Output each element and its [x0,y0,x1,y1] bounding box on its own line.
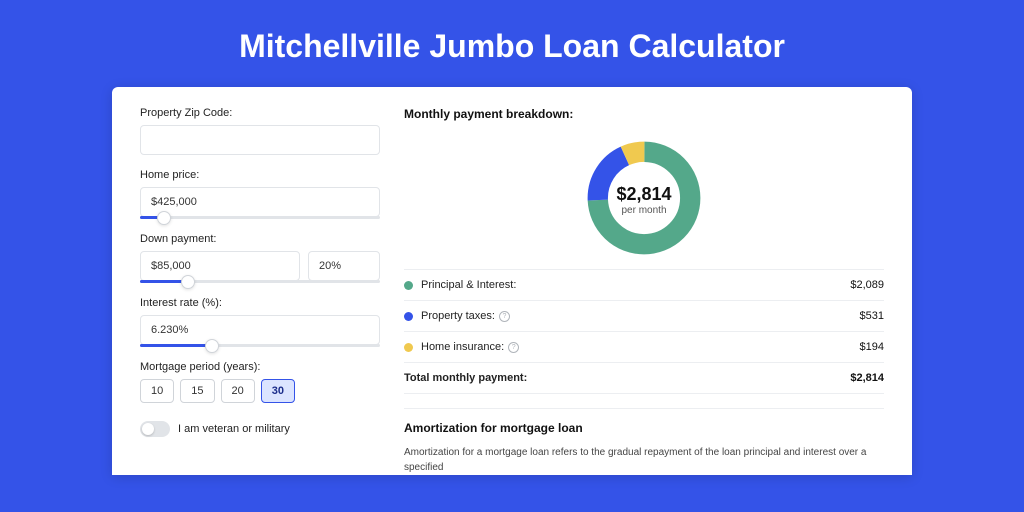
veteran-label: I am veteran or military [178,423,290,435]
breakdown-title: Monthly payment breakdown: [404,107,884,121]
form-column: Property Zip Code: Home price: Down paym… [140,107,380,475]
breakdown-row: Property taxes:?$531 [404,301,884,332]
breakdown-row: Principal & Interest:$2,089 [404,270,884,301]
home-price-label: Home price: [140,169,380,181]
donut-chart: $2,814 per month [404,131,884,269]
interest-rate-group: Interest rate (%): [140,297,380,347]
period-option-30[interactable]: 30 [261,379,295,403]
legend-dot [404,281,413,290]
amortization-section: Amortization for mortgage loan Amortizat… [404,408,884,475]
down-payment-pct-input[interactable] [308,251,380,281]
legend-dot [404,312,413,321]
breakdown-label: Property taxes:? [421,310,860,322]
interest-rate-input[interactable] [140,315,380,345]
breakdown-label: Principal & Interest: [421,279,850,291]
zip-group: Property Zip Code: [140,107,380,155]
down-payment-group: Down payment: [140,233,380,283]
mortgage-period-label: Mortgage period (years): [140,361,380,373]
veteran-toggle[interactable] [140,421,170,437]
slider-thumb[interactable] [205,339,219,353]
breakdown-row: Home insurance:?$194 [404,332,884,363]
breakdown-total-row: Total monthly payment:$2,814 [404,363,884,394]
info-icon[interactable]: ? [508,342,519,353]
period-option-15[interactable]: 15 [180,379,214,403]
legend-dot [404,343,413,352]
period-option-20[interactable]: 20 [221,379,255,403]
donut-sub: per month [616,205,671,216]
breakdown-value: $531 [860,310,884,322]
amortization-text: Amortization for a mortgage loan refers … [404,445,884,475]
donut-amount: $2,814 [616,184,671,205]
total-label: Total monthly payment: [404,372,850,384]
total-value: $2,814 [850,372,884,384]
info-icon[interactable]: ? [499,311,510,322]
breakdown-value: $194 [860,341,884,353]
down-payment-amount-input[interactable] [140,251,300,281]
zip-input[interactable] [140,125,380,155]
zip-label: Property Zip Code: [140,107,380,119]
down-payment-label: Down payment: [140,233,380,245]
period-options: 1015 2030 [140,379,380,403]
veteran-row: I am veteran or military [140,421,380,437]
donut-center: $2,814 per month [616,184,671,216]
interest-rate-slider[interactable] [140,344,380,347]
breakdown-value: $2,089 [850,279,884,291]
period-option-10[interactable]: 10 [140,379,174,403]
home-price-slider[interactable] [140,216,380,219]
interest-rate-label: Interest rate (%): [140,297,380,309]
slider-thumb[interactable] [181,275,195,289]
amortization-title: Amortization for mortgage loan [404,421,884,435]
toggle-knob [142,423,154,435]
home-price-input[interactable] [140,187,380,217]
breakdown-label: Home insurance:? [421,341,860,353]
slider-thumb[interactable] [157,211,171,225]
breakdown-column: Monthly payment breakdown: $2,814 per mo… [404,107,884,475]
calculator-card: Property Zip Code: Home price: Down paym… [112,87,912,475]
page-title: Mitchellville Jumbo Loan Calculator [0,0,1024,87]
breakdown-list: Principal & Interest:$2,089Property taxe… [404,269,884,394]
mortgage-period-group: Mortgage period (years): 1015 2030 [140,361,380,403]
home-price-group: Home price: [140,169,380,219]
down-payment-slider[interactable] [140,280,380,283]
